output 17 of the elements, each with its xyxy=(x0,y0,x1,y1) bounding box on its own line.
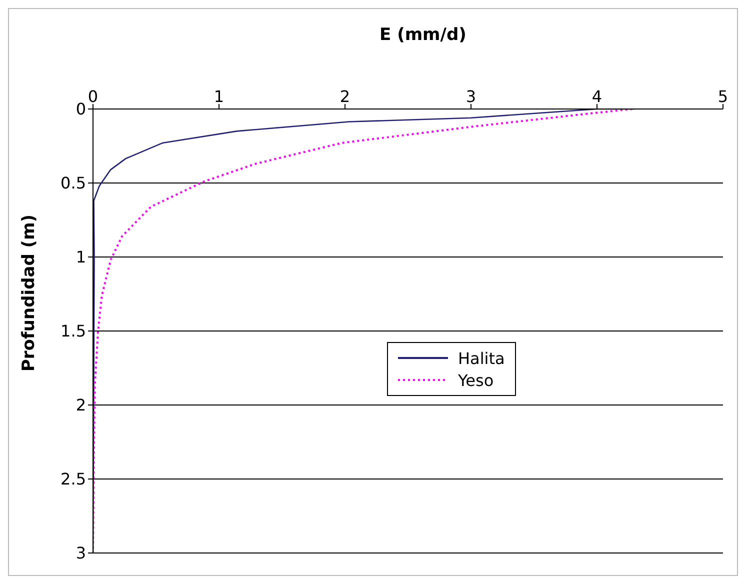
x-tick-label: 5 xyxy=(718,87,728,106)
x-tick-label: 2 xyxy=(340,87,350,106)
legend-label: Halita xyxy=(458,348,505,368)
y-tick-label: 0.5 xyxy=(60,174,86,193)
y-tick-label: 3 xyxy=(76,544,86,563)
y-tick-label: 1.5 xyxy=(60,322,86,341)
y-tick-label: 0 xyxy=(76,100,86,119)
x-axis-title: E (mm/d) xyxy=(378,25,468,45)
y-axis-title: Profundidad (m) xyxy=(19,214,39,372)
y-tick-label: 2 xyxy=(76,396,86,415)
y-tick-label: 1 xyxy=(76,248,86,267)
x-tick-label: 3 xyxy=(466,87,476,106)
y-tick-label: 2.5 xyxy=(60,470,86,489)
x-tick-label: 0 xyxy=(88,87,98,106)
x-tick-label: 1 xyxy=(214,87,224,106)
legend-label: Yeso xyxy=(458,370,494,390)
x-tick-label: 4 xyxy=(592,87,602,106)
